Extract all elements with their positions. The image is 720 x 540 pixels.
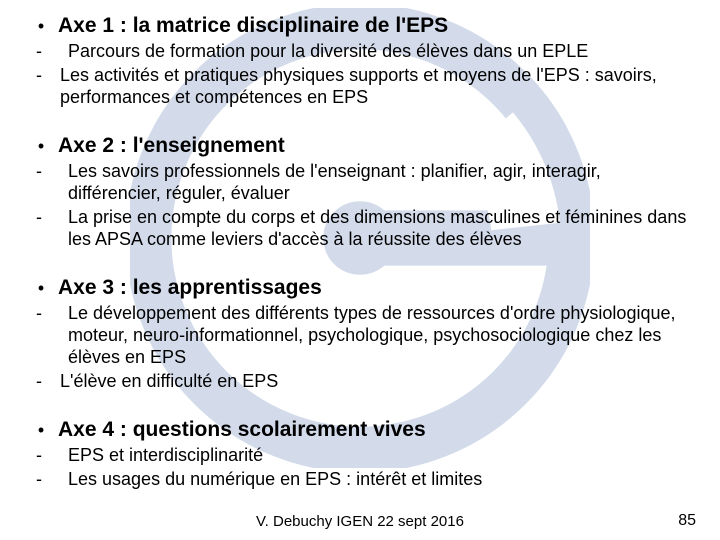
axe-item-text: La prise en compte du corps et des dimen… bbox=[58, 206, 696, 250]
axe-item-text: Les activités et pratiques physiques sup… bbox=[58, 64, 696, 108]
axe-item: - EPS et interdisciplinarité bbox=[24, 444, 696, 466]
dash-icon: - bbox=[24, 160, 58, 182]
axe-title: Axe 4 : questions scolairement vives bbox=[58, 418, 426, 442]
page-number: 85 bbox=[656, 512, 696, 530]
dash-icon: - bbox=[24, 468, 58, 490]
axe-item-text: Les usages du numérique en EPS : intérêt… bbox=[58, 468, 482, 490]
axe-title: Axe 1 : la matrice disciplinaire de l'EP… bbox=[58, 14, 448, 38]
axe-item-text: EPS et interdisciplinarité bbox=[58, 444, 263, 466]
axe-item: - Les activités et pratiques physiques s… bbox=[24, 64, 696, 108]
axe-item: - Parcours de formation pour la diversit… bbox=[24, 40, 696, 62]
axe-heading: • Axe 3 : les apprentissages bbox=[24, 276, 696, 300]
axe-item: - Les savoirs professionnels de l'enseig… bbox=[24, 160, 696, 204]
dash-icon: - bbox=[24, 370, 58, 392]
axe-heading: • Axe 2 : l'enseignement bbox=[24, 134, 696, 158]
bullet-icon: • bbox=[24, 279, 58, 297]
axe-heading: • Axe 1 : la matrice disciplinaire de l'… bbox=[24, 14, 696, 38]
axe-title: Axe 2 : l'enseignement bbox=[58, 134, 285, 158]
axe-item-text: Les savoirs professionnels de l'enseigna… bbox=[58, 160, 696, 204]
slide-content: • Axe 1 : la matrice disciplinaire de l'… bbox=[0, 0, 720, 490]
axe-item: - L'élève en difficulté en EPS bbox=[24, 370, 696, 392]
slide-footer: V. Debuchy IGEN 22 sept 2016 85 bbox=[0, 512, 720, 530]
bullet-icon: • bbox=[24, 17, 58, 35]
axe-item-text: L'élève en difficulté en EPS bbox=[58, 370, 278, 392]
dash-icon: - bbox=[24, 64, 58, 86]
bullet-icon: • bbox=[24, 421, 58, 439]
axe-title: Axe 3 : les apprentissages bbox=[58, 276, 322, 300]
axe-item-text: Parcours de formation pour la diversité … bbox=[58, 40, 588, 62]
dash-icon: - bbox=[24, 444, 58, 466]
axe-item: - Le développement des différents types … bbox=[24, 302, 696, 368]
dash-icon: - bbox=[24, 40, 58, 62]
dash-icon: - bbox=[24, 302, 58, 324]
dash-icon: - bbox=[24, 206, 58, 228]
axe-heading: • Axe 4 : questions scolairement vives bbox=[24, 418, 696, 442]
footer-credit: V. Debuchy IGEN 22 sept 2016 bbox=[64, 513, 656, 530]
axe-item: - Les usages du numérique en EPS : intér… bbox=[24, 468, 696, 490]
axe-item: - La prise en compte du corps et des dim… bbox=[24, 206, 696, 250]
axe-item-text: Le développement des différents types de… bbox=[58, 302, 696, 368]
bullet-icon: • bbox=[24, 137, 58, 155]
